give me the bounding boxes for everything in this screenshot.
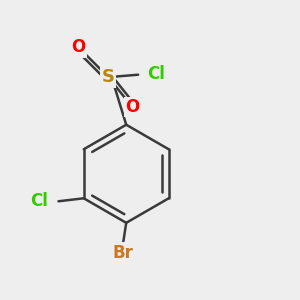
Text: Br: Br xyxy=(113,244,134,262)
Text: Cl: Cl xyxy=(147,65,165,83)
Text: O: O xyxy=(71,38,86,56)
Text: Cl: Cl xyxy=(30,192,48,210)
Text: S: S xyxy=(102,68,115,86)
Text: O: O xyxy=(125,98,139,116)
